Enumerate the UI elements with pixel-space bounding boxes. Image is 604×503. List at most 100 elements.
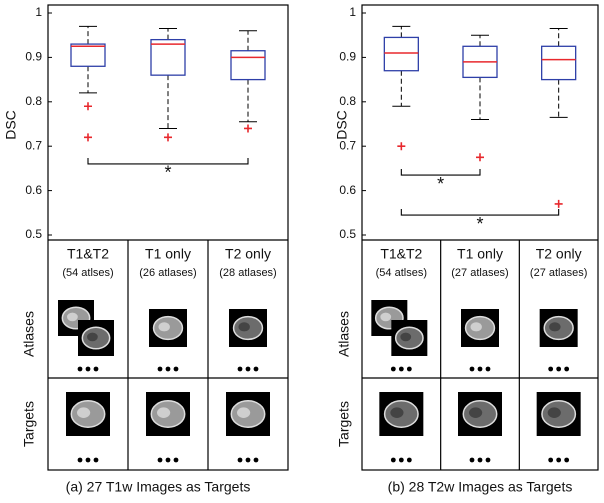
ellipsis-dot — [485, 366, 491, 372]
ellipsis-dot — [398, 366, 404, 372]
ellipsis-dot — [564, 457, 570, 463]
ellipsis-dot — [253, 457, 259, 463]
thumbnail-organ — [549, 322, 561, 332]
caption: (a) 27 T1w Images as Targets — [66, 479, 251, 495]
thumbnail-organ — [158, 322, 170, 332]
box — [541, 45, 577, 81]
ellipsis-dot — [237, 457, 243, 463]
column-note: (27 atlases) — [451, 267, 508, 279]
thumbnail-organ — [237, 407, 251, 418]
ellipsis-dot — [469, 366, 475, 372]
significance-bracket — [400, 209, 560, 216]
ellipsis-dot — [165, 457, 171, 463]
box — [70, 43, 106, 67]
ellipsis-dot — [390, 457, 396, 463]
ellipsis-dot — [548, 457, 554, 463]
outlier — [476, 153, 484, 162]
outlier — [244, 124, 252, 133]
column-label: T2 only — [225, 246, 271, 262]
ellipsis-dot — [406, 457, 412, 463]
panel-frame — [361, 4, 599, 471]
outlier — [164, 133, 172, 142]
ellipsis-dot — [173, 457, 179, 463]
ellipsis-dot — [85, 366, 91, 372]
column-note: (27 atlases) — [530, 267, 587, 279]
thumbnail-organ — [77, 407, 91, 418]
y-tick-label: 0.7 — [339, 138, 356, 152]
thumbnail-organ — [238, 322, 250, 332]
ellipsis-dot — [165, 366, 171, 372]
y-tick-label: 0.9 — [339, 50, 356, 64]
outlier — [554, 199, 563, 208]
row-label: Atlases — [336, 311, 352, 357]
outlier — [84, 133, 92, 142]
y-tick-label: 0.8 — [339, 94, 356, 108]
ellipsis-dot — [564, 366, 570, 372]
significance-bracket — [400, 169, 481, 176]
y-tick-label: 0.7 — [25, 138, 42, 152]
outlier — [397, 142, 406, 151]
ellipsis-dot — [556, 457, 562, 463]
row-label: Targets — [336, 401, 352, 447]
panel-frame — [47, 4, 289, 471]
y-tick-label: 0.8 — [25, 94, 42, 108]
ellipsis-dot — [477, 457, 483, 463]
ellipsis-dot — [485, 457, 491, 463]
outlier — [84, 102, 92, 111]
ellipsis-dot — [253, 366, 259, 372]
ellipsis-dot — [398, 457, 404, 463]
ellipsis-dot — [85, 457, 91, 463]
row-label: Atlases — [21, 311, 37, 357]
caption: (b) 28 T2w Images as Targets — [388, 479, 573, 495]
ellipsis-dot — [157, 457, 163, 463]
ellipsis-dot — [390, 366, 396, 372]
ellipsis-dot — [477, 366, 483, 372]
column-note: (54 atlses) — [62, 267, 113, 279]
ellipsis-dot — [237, 366, 243, 372]
ellipsis-dot — [77, 457, 83, 463]
thumbnail-organ — [390, 407, 404, 418]
column-note: (28 atlases) — [219, 267, 276, 279]
ellipsis-dot — [245, 457, 251, 463]
thumbnail-organ — [380, 312, 392, 322]
significance-label: * — [476, 214, 483, 234]
y-axis-label: DSC — [334, 110, 350, 140]
ellipsis-dot — [77, 366, 83, 372]
y-tick-label: 0.6 — [339, 183, 356, 197]
thumbnail-organ — [157, 407, 171, 418]
column-label: T1&T2 — [67, 246, 109, 262]
ellipsis-dot — [245, 366, 251, 372]
y-tick-label: 1 — [35, 5, 42, 19]
thumbnail-organ — [469, 407, 483, 418]
thumbnail-organ — [470, 322, 482, 332]
ellipsis-dot — [173, 366, 179, 372]
ellipsis-dot — [548, 366, 554, 372]
y-tick-label: 0.6 — [25, 183, 42, 197]
ellipsis-dot — [93, 457, 99, 463]
ellipsis-dot — [157, 366, 163, 372]
thumbnail-organ — [400, 332, 412, 342]
y-tick-label: 1 — [349, 5, 356, 19]
ellipsis-dot — [556, 366, 562, 372]
ellipsis-dot — [469, 457, 475, 463]
column-label: T1&T2 — [380, 246, 422, 262]
significance-label: * — [164, 163, 171, 183]
thumbnail-organ — [87, 332, 98, 342]
box — [150, 38, 186, 76]
box — [383, 36, 419, 72]
column-label: T1 only — [145, 246, 191, 262]
y-tick-label: 0.5 — [25, 227, 42, 241]
row-label: Targets — [21, 401, 37, 447]
y-tick-label: 0.5 — [339, 227, 356, 241]
ellipsis-dot — [93, 366, 99, 372]
ellipsis-dot — [406, 366, 412, 372]
column-note: (26 atlases) — [139, 267, 196, 279]
significance-label: * — [437, 174, 444, 194]
thumbnail-organ — [67, 312, 78, 322]
y-tick-label: 0.9 — [25, 50, 42, 64]
column-label: T2 only — [536, 246, 582, 262]
column-label: T1 only — [457, 246, 503, 262]
box — [230, 50, 266, 81]
significance-bracket — [87, 157, 249, 165]
